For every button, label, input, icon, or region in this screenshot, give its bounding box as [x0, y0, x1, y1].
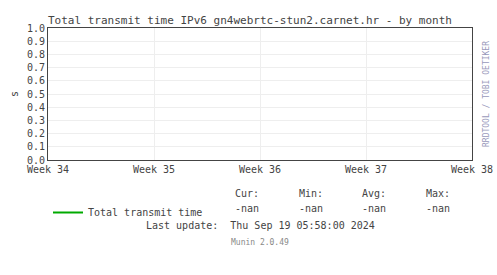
svg-text:Munin 2.0.49: Munin 2.0.49 [231, 238, 289, 247]
svg-text:Week 36: Week 36 [239, 164, 281, 175]
svg-text:RRDTOOL / TOBI OETIKER: RRDTOOL / TOBI OETIKER [482, 41, 491, 147]
svg-text:0.3: 0.3 [27, 115, 45, 126]
svg-text:0.0: 0.0 [27, 155, 45, 166]
svg-text:Week 38: Week 38 [451, 164, 493, 175]
svg-text:Cur:: Cur: [235, 188, 259, 199]
svg-text:Total transmit time: Total transmit time [88, 207, 202, 218]
svg-text:Last update: Thu Sep 19 05:58: Last update: Thu Sep 19 05:58:00 2024 [146, 220, 375, 231]
svg-text:s: s [9, 91, 20, 97]
svg-text:0.9: 0.9 [27, 36, 45, 47]
svg-text:1.0: 1.0 [27, 23, 45, 34]
svg-text:0.8: 0.8 [27, 49, 45, 60]
svg-text:0.7: 0.7 [27, 62, 45, 73]
svg-text:Min:: Min: [299, 188, 323, 199]
svg-text:-nan: -nan [235, 203, 259, 214]
svg-text:Week 37: Week 37 [345, 164, 387, 175]
svg-text:0.6: 0.6 [27, 75, 45, 86]
svg-text:Total transmit time IPv6 gn4we: Total transmit time IPv6 gn4webrtc-stun2… [48, 14, 452, 27]
svg-text:Max:: Max: [426, 188, 450, 199]
svg-text:-nan: -nan [426, 203, 450, 214]
svg-text:-nan: -nan [299, 203, 323, 214]
svg-text:0.1: 0.1 [27, 141, 45, 152]
svg-text:0.5: 0.5 [27, 89, 45, 100]
svg-text:Week 35: Week 35 [133, 164, 175, 175]
svg-text:0.2: 0.2 [27, 128, 45, 139]
svg-text:Week 34: Week 34 [27, 164, 69, 175]
svg-text:0.4: 0.4 [27, 102, 45, 113]
svg-text:Avg:: Avg: [362, 188, 386, 199]
svg-text:-nan: -nan [362, 203, 386, 214]
